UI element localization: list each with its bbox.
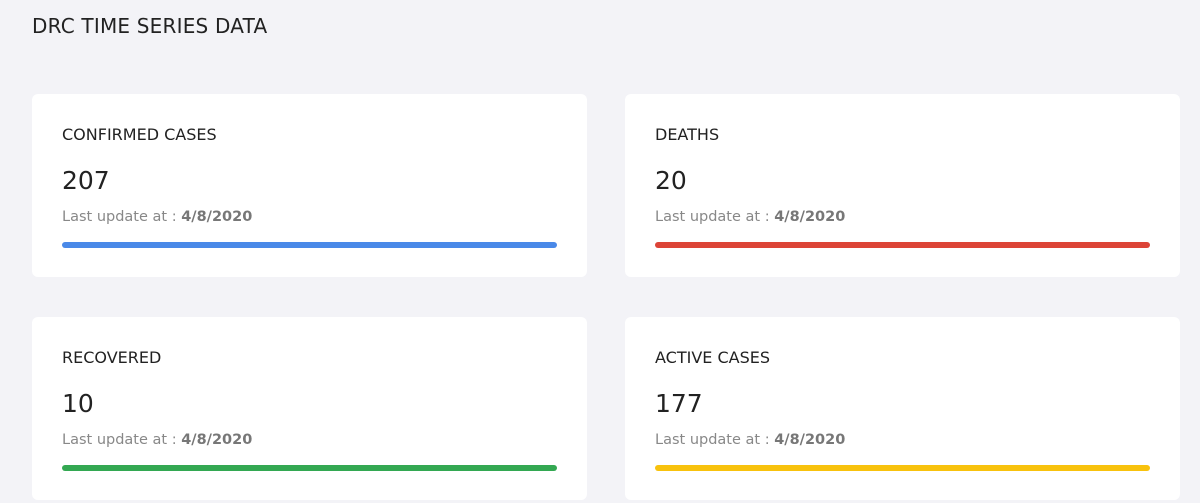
color-bar [62,242,557,248]
card-label: ACTIVE CASES [655,348,771,367]
stat-card: ACTIVE CASES 177 Last update at : 4/8/2020 [625,317,1180,500]
card-value: 10 [62,389,94,418]
card-label: CONFIRMED CASES [62,125,217,144]
color-bar [62,465,557,471]
update-label: Last update at : [655,432,770,448]
stat-card: DEATHS 20 Last update at : 4/8/2020 [625,94,1180,277]
update-date: 4/8/2020 [774,209,846,225]
page-title: DRC TIME SERIES DATA [32,14,268,38]
stat-card: RECOVERED 10 Last update at : 4/8/2020 [32,317,587,500]
update-label: Last update at : [62,432,177,448]
color-bar [655,242,1150,248]
card-value: 177 [655,389,703,418]
update-label: Last update at : [655,209,770,225]
card-value: 20 [655,166,687,195]
color-bar [655,465,1150,471]
stat-card: CONFIRMED CASES 207 Last update at : 4/8/2… [32,94,587,277]
last-update: Last update at : 4/8/2020 [62,209,252,225]
last-update: Last update at : 4/8/2020 [62,432,252,448]
update-date: 4/8/2020 [181,209,253,225]
last-update: Last update at : 4/8/2020 [655,209,845,225]
card-label: RECOVERED [62,348,162,367]
update-label: Last update at : [62,209,177,225]
update-date: 4/8/2020 [181,432,253,448]
card-value: 207 [62,166,110,195]
update-date: 4/8/2020 [774,432,846,448]
card-label: DEATHS [655,125,720,144]
last-update: Last update at : 4/8/2020 [655,432,845,448]
